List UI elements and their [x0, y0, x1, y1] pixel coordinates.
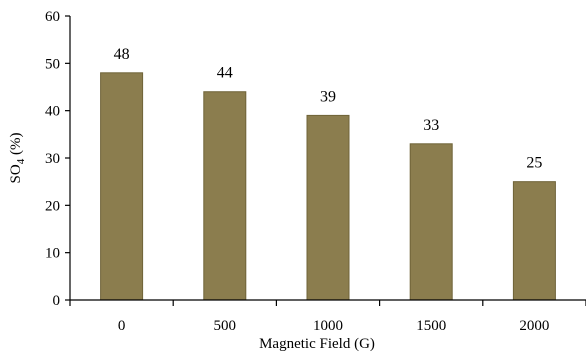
y-tick-label: 30	[45, 151, 60, 167]
bar	[203, 91, 247, 301]
x-tick-label: 0	[118, 318, 126, 334]
bar-value-label: 25	[526, 155, 542, 172]
y-axis-title-suffix: (%)	[8, 133, 24, 159]
y-axis-ticks: 0 10 20 30 40 50 60	[45, 9, 70, 309]
y-tick-label: 20	[45, 198, 60, 214]
data-labels: 48 44 39 33 25	[114, 46, 543, 172]
x-tick-label: 1500	[416, 318, 446, 334]
bar-value-label: 44	[217, 65, 233, 82]
y-axis-title-subscript: 4	[15, 158, 27, 164]
bar	[306, 114, 350, 301]
x-tick-label: 500	[214, 318, 237, 334]
bar-value-label: 48	[114, 46, 130, 63]
bar	[100, 72, 144, 301]
x-axis-title: Magnetic Field (G)	[259, 336, 375, 352]
x-tick-label: 1000	[313, 318, 343, 334]
y-tick-label: 50	[45, 56, 60, 72]
bar	[409, 143, 453, 301]
y-axis-title: SO4 (%)	[8, 133, 27, 184]
bar-value-label: 33	[423, 117, 439, 134]
x-tick-label: 2000	[519, 318, 549, 334]
y-tick-label: 40	[45, 104, 60, 120]
y-axis-title-prefix: SO	[8, 164, 24, 183]
y-tick-label: 10	[45, 246, 60, 262]
x-axis-ticks: 0 500 1000 1500 2000	[69, 300, 586, 334]
bars	[100, 72, 556, 301]
bar	[512, 181, 556, 301]
bar-value-label: 39	[320, 88, 336, 105]
y-tick-label: 60	[45, 9, 60, 25]
y-tick-label: 0	[53, 293, 61, 309]
